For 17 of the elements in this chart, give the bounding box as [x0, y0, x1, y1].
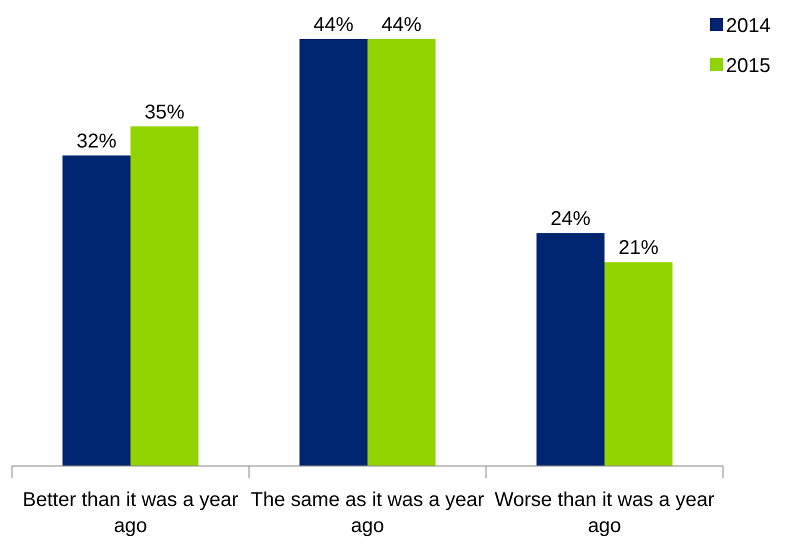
bar	[368, 39, 436, 466]
x-tick-label: Worse than it was a year ago	[494, 489, 715, 537]
data-label: 35%	[144, 101, 185, 124]
data-label: 44%	[313, 14, 354, 36]
legend-label: 2014	[726, 15, 770, 37]
legend-label: 2015	[726, 55, 770, 77]
x-tick-label: The same as it was a year ago	[250, 489, 485, 537]
data-label: 32%	[76, 130, 117, 152]
data-label: 24%	[550, 208, 591, 230]
x-tick-label: Better than it was a year ago	[22, 489, 239, 537]
data-label: 21%	[618, 237, 659, 260]
bar	[300, 39, 368, 466]
data-label: 44%	[381, 14, 422, 36]
bar	[536, 233, 604, 466]
bar	[62, 155, 130, 466]
bar	[130, 126, 198, 466]
bar	[604, 262, 672, 466]
